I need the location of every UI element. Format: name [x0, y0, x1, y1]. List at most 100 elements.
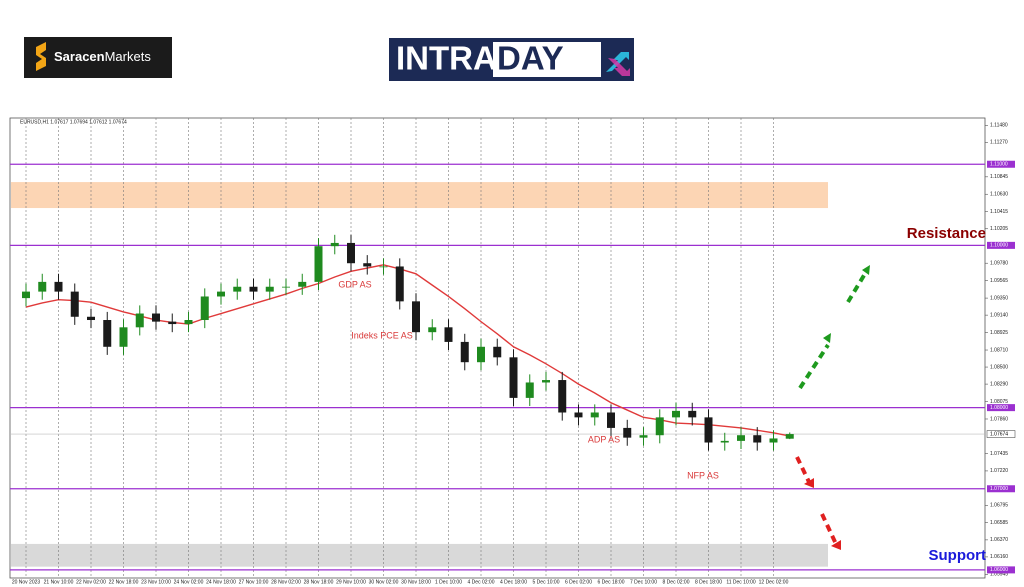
candle-body: [168, 321, 177, 325]
x-tick-label: 24 Nov 18:00: [206, 579, 236, 585]
candle-body: [282, 286, 290, 288]
candle-body: [330, 242, 339, 247]
candle-body: [542, 380, 550, 383]
zone: [11, 182, 828, 209]
x-tick-label: 30 Nov 18:00: [401, 579, 431, 585]
candle-body: [737, 435, 745, 441]
zones: [11, 182, 828, 567]
level-label: 1.08000: [990, 405, 1008, 411]
banner-part1: INTRA: [396, 40, 497, 77]
candle-body: [477, 346, 485, 363]
zone: [11, 543, 828, 567]
x-tick-label: 21 Nov 10:00: [44, 579, 74, 585]
candle-body: [509, 357, 518, 398]
candle-body: [395, 266, 404, 302]
candle-body: [412, 301, 420, 333]
candle-body: [460, 341, 469, 363]
candle-body: [347, 242, 355, 264]
candle-body: [265, 286, 274, 292]
candle-body: [785, 434, 794, 439]
candle-body: [314, 246, 323, 282]
axes: 20 Nov 2023 21 Nov 10:00 22 Nov 02:00 22 No…: [12, 123, 1016, 585]
x-tick-label: 4 Dec 02:00: [468, 579, 495, 585]
y-tick-label: 1.08710: [990, 347, 1008, 353]
candle-body: [672, 410, 680, 418]
level-tag: [987, 160, 1015, 168]
y-tick-label: 1.09565: [990, 278, 1008, 284]
y-tick-label: 1.09350: [990, 295, 1008, 301]
y-tick-label: 1.10630: [990, 192, 1008, 198]
event-annotation: Indeks PCE AS: [351, 330, 413, 340]
y-tick-label: 1.08075: [990, 399, 1008, 405]
series: GDP AS Indeks PCE AS ADP AS NFP AS: [22, 234, 794, 480]
brand-name: SaracenMarkets: [54, 49, 151, 64]
level-label: 1.07000: [990, 486, 1008, 492]
brand-logo: [24, 37, 172, 78]
brand-name-main: Saracen: [54, 49, 105, 64]
y-tick-label: 1.10205: [990, 226, 1008, 232]
x-tick-label: 23 Nov 10:00: [141, 579, 171, 585]
y-tick-label: 1.08500: [990, 364, 1008, 370]
candle-body: [152, 313, 160, 322]
banner-part2: DAY: [497, 40, 564, 77]
candle-body: [200, 296, 209, 321]
x-tick-label: 12 Dec 02:00: [759, 579, 789, 585]
x-tick-label: 22 Nov 18:00: [109, 579, 139, 585]
candle-body: [753, 435, 762, 443]
x-tick-label: 11 Dec 10:00: [726, 579, 756, 585]
candle-body: [363, 263, 372, 267]
arrowhead: [823, 333, 831, 343]
y-tick-label: 1.09140: [990, 312, 1008, 318]
y-tick-label: 1.06160: [990, 554, 1008, 560]
candle-body: [688, 410, 697, 418]
y-tick-label: 1.06585: [990, 520, 1008, 526]
price-label: 1.07674: [990, 431, 1008, 437]
candle-body: [184, 320, 193, 325]
projection-down-1: [795, 456, 811, 483]
banner-arrow-down: [608, 58, 630, 76]
brand-name-suffix: Markets: [105, 49, 152, 64]
projection-up-1: [798, 343, 830, 390]
level-tag: [987, 485, 1015, 493]
y-tick-label: 1.07435: [990, 451, 1008, 457]
candle-body: [135, 313, 144, 328]
support-label: Support: [929, 547, 987, 564]
x-tick-label: 22 Nov 02:00: [76, 579, 106, 585]
y-tick-label: 1.08290: [990, 381, 1008, 387]
candle-body: [70, 291, 79, 317]
resistance-label: Resistance: [907, 225, 986, 242]
y-tick-label: 1.08925: [990, 330, 1008, 336]
x-tick-label: 5 Dec 10:00: [533, 579, 560, 585]
x-tick-label: 28 Nov 18:00: [304, 579, 334, 585]
arrowhead: [862, 265, 870, 275]
brand-icon: [36, 42, 46, 71]
candle-body: [655, 417, 664, 436]
y-tick-label: 1.06795: [990, 503, 1008, 509]
level-label: 1.11000: [990, 162, 1008, 168]
candle-body: [444, 327, 453, 342]
candle-body: [298, 281, 307, 287]
y-tick-label: 1.05945: [990, 572, 1008, 578]
level-tag: [987, 404, 1015, 412]
candle-body: [103, 320, 112, 347]
candle-body: [704, 417, 713, 443]
x-tick-label: 8 Dec 18:00: [695, 579, 722, 585]
x-tick-label: 29 Nov 10:00: [336, 579, 366, 585]
y-tick-label: 1.11480: [990, 123, 1008, 129]
y-tick-label: 1.07860: [990, 416, 1008, 422]
x-tick-label: 1 Dec 10:00: [435, 579, 462, 585]
projection-down-2: [820, 513, 838, 545]
candle-body: [607, 412, 615, 428]
x-tick-label: 6 Dec 02:00: [565, 579, 592, 585]
level-label: 1.10000: [990, 243, 1008, 249]
candle-body: [639, 435, 648, 438]
level-tag: [987, 566, 1015, 574]
x-tick-label: 7 Dec 10:00: [630, 579, 657, 585]
banner-box: [493, 42, 601, 77]
candle-body: [574, 412, 583, 418]
candle-body: [493, 346, 502, 358]
candle-body: [623, 427, 632, 438]
price-tag: [986, 430, 1016, 438]
arrowhead: [804, 478, 814, 488]
